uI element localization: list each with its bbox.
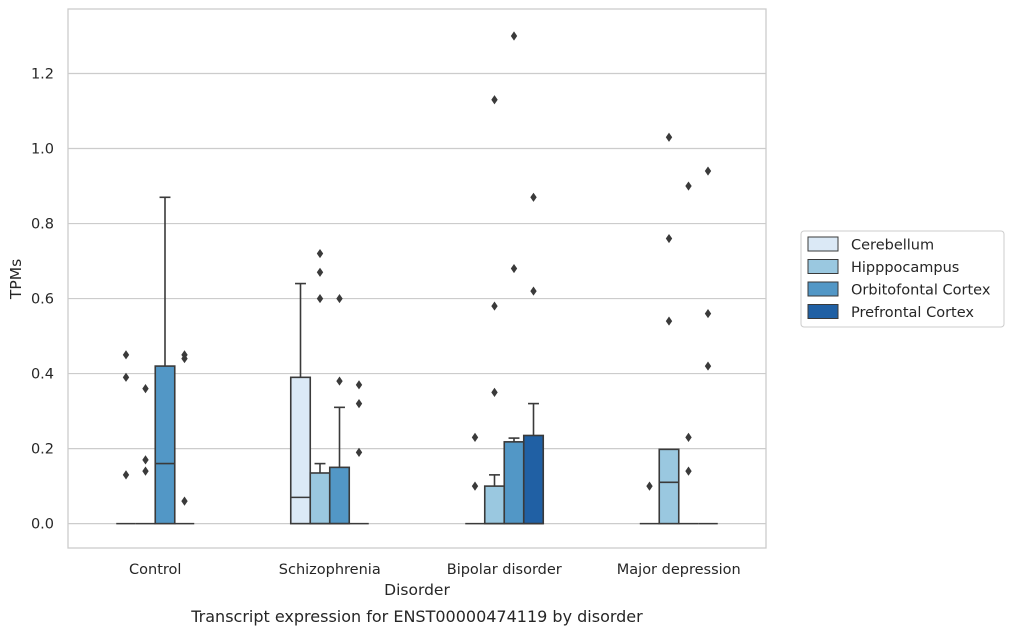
outlier-point [665, 132, 673, 142]
box [503, 441, 525, 525]
legend-items: Cerebellum Hipppocampus Orbitofontal Corte… [807, 236, 991, 321]
x-tick-label: Major depression [617, 562, 741, 578]
legend-label: Hipppocampus [851, 260, 959, 276]
plot-frame [67, 8, 767, 549]
legend-swatch [807, 259, 839, 274]
box-group [116, 350, 136, 525]
legend-swatch [807, 281, 839, 297]
legend-label: Prefrontal Cortex [851, 305, 974, 321]
outlier-point [355, 398, 363, 409]
box-group [349, 380, 369, 525]
outlier-point [316, 267, 324, 277]
outlier-point [646, 481, 653, 491]
legend-label: Cerebellum [851, 238, 934, 254]
box-group [503, 31, 525, 525]
gridlines [68, 72, 766, 525]
box [658, 448, 680, 525]
y-tick-label: 1.2 [31, 67, 54, 83]
y-tick-label: 0.4 [31, 367, 54, 383]
box-group [658, 132, 680, 525]
box [309, 472, 331, 525]
outlier-point [336, 376, 343, 386]
outlier-point [491, 301, 498, 311]
plot-area [116, 31, 718, 525]
x-axis-ticks: Control Schizophrenia Bipolar disorder Majo… [129, 562, 741, 578]
outlier-point [665, 316, 673, 326]
box-group [289, 282, 312, 525]
outlier-point [142, 383, 149, 394]
y-tick-label: 1.0 [31, 142, 54, 158]
outlier-point [491, 387, 498, 397]
outlier-point [685, 466, 692, 476]
box [328, 466, 351, 525]
outlier-point [122, 470, 130, 480]
outlier-point [142, 466, 149, 476]
legend-label: Orbitofontal Cortex [851, 283, 991, 299]
chart-caption: Transcript expression for ENST0000047411… [190, 607, 643, 626]
box-group [174, 350, 195, 525]
outlier-point [665, 233, 673, 244]
outlier-point [471, 432, 479, 442]
box-group [483, 95, 506, 525]
outlier-point [704, 361, 712, 371]
outlier-point [685, 181, 692, 191]
y-tick-label: 0.6 [31, 292, 54, 308]
y-axis-title: TPMs [7, 259, 25, 300]
outlier-point [471, 481, 479, 491]
box-group [678, 181, 699, 525]
box-group [639, 481, 660, 525]
outlier-point [510, 31, 518, 41]
x-tick-label: Bipolar disorder [447, 562, 562, 578]
outlier-point [530, 286, 537, 296]
outlier-point [336, 293, 343, 304]
outlier-point [355, 447, 363, 457]
box [483, 485, 506, 525]
box-group [522, 192, 545, 525]
legend-swatch [807, 304, 839, 319]
y-axis-ticks: 0.0 0.2 0.4 0.6 0.8 1.0 1.2 [31, 67, 54, 533]
legend: Cerebellum Hipppocampus Orbitofontal Corte… [800, 230, 1005, 328]
outlier-point [704, 308, 712, 319]
box [522, 434, 545, 525]
box-group [135, 383, 156, 525]
box-group [328, 293, 351, 525]
outlier-point [142, 455, 149, 465]
legend-frame [800, 230, 1005, 328]
box-group [154, 196, 176, 525]
x-axis-title: Disorder [384, 581, 450, 599]
y-tick-label: 0.2 [31, 442, 54, 458]
outlier-point [316, 248, 324, 259]
outlier-point [316, 293, 324, 304]
y-tick-label: 0.0 [31, 517, 54, 533]
box-group [465, 432, 485, 525]
outlier-point [181, 496, 188, 506]
box-group [309, 248, 331, 525]
outlier-point [355, 380, 363, 390]
x-tick-label: Schizophrenia [279, 562, 381, 578]
box-group [698, 166, 718, 525]
y-tick-label: 0.8 [31, 217, 54, 233]
outlier-point [122, 372, 130, 382]
outlier-point [685, 432, 692, 442]
legend-swatch [807, 236, 839, 252]
outlier-point [122, 350, 130, 360]
outlier-point [530, 192, 537, 202]
outlier-point [491, 95, 498, 105]
box [154, 365, 176, 525]
box [289, 376, 312, 525]
outlier-point [510, 263, 518, 274]
x-tick-label: Control [129, 562, 181, 578]
outlier-point [181, 353, 188, 364]
outlier-point [704, 166, 712, 176]
